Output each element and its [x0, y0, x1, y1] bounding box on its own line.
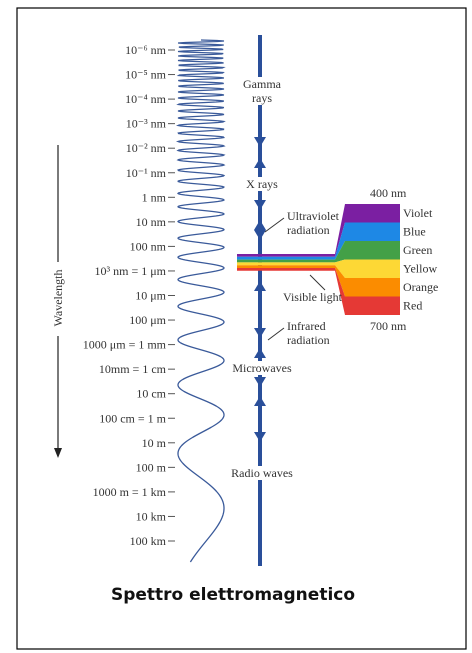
wavelength-label: 10⁻³ nm: [126, 117, 167, 131]
arrowhead: [254, 200, 266, 210]
range-start: 400 nm: [370, 186, 407, 200]
caption: Spettro elettromagnetico: [111, 585, 355, 605]
pointer: [310, 275, 325, 290]
wavelength-label: 100 nm: [130, 239, 167, 253]
wavelength-label: 100 cm = 1 m: [99, 411, 166, 425]
region-label: Microwaves: [232, 361, 292, 375]
arrowhead: [254, 230, 266, 240]
wavelength-label: 10³ nm = 1 μm: [95, 264, 167, 278]
color-label: Blue: [403, 225, 426, 239]
axis-label-text: Wavelength: [51, 269, 65, 326]
region-label: Gamma: [243, 77, 282, 91]
color-label: Yellow: [403, 262, 437, 276]
wavelength-label: 10 cm: [136, 387, 166, 401]
arrowhead: [254, 328, 266, 338]
region-label: radiation: [287, 223, 330, 237]
wavelength-label: 10mm = 1 cm: [99, 362, 167, 376]
arrowhead: [254, 281, 266, 291]
wavelength-label: 10 μm: [135, 289, 166, 303]
arrowhead: [254, 377, 266, 387]
arrowhead: [254, 348, 266, 358]
arrowhead: [254, 158, 266, 168]
arrowhead: [254, 432, 266, 442]
region-label: Infrared: [287, 319, 326, 333]
wave: [178, 40, 224, 562]
range-end: 700 nm: [370, 319, 407, 333]
color-label: Violet: [403, 206, 433, 220]
wavelength-label: 10⁻² nm: [126, 141, 167, 155]
color-label: Red: [403, 299, 422, 313]
wavelength-label: 100 m: [136, 460, 167, 474]
arrowhead: [254, 220, 266, 230]
arrowhead: [254, 396, 266, 406]
wavelength-label: 10⁻⁶ nm: [125, 43, 167, 57]
region-label: Visible light: [283, 290, 343, 304]
pointer: [265, 218, 284, 232]
diagram: Wavelength Spettro elettromagnetico 10⁻⁶…: [0, 0, 472, 653]
region-label: Radio waves: [231, 466, 293, 480]
arrowhead: [254, 137, 266, 147]
wavelength-label: 100 km: [130, 534, 167, 548]
wavelength-label: 1000 μm = 1 mm: [83, 338, 167, 352]
wavelength-label: 10⁻⁴ nm: [125, 92, 167, 106]
wavelength-label: 10⁻¹ nm: [126, 166, 167, 180]
wavelength-label: 100 μm: [129, 313, 166, 327]
pointer: [268, 328, 284, 340]
wavelength-label: 1000 m = 1 km: [93, 485, 167, 499]
region-label: rays: [252, 91, 272, 105]
axis-arrowhead: [54, 448, 62, 458]
color-label: Orange: [403, 280, 438, 294]
color-label: Green: [403, 243, 432, 257]
region-label: radiation: [287, 333, 330, 347]
region-label: X rays: [246, 177, 278, 191]
wavelength-label: 10 m: [142, 436, 167, 450]
wavelength-label: 10⁻⁵ nm: [125, 68, 167, 82]
region-label: Ultraviolet: [287, 209, 340, 223]
wavelength-label: 1 nm: [142, 190, 167, 204]
wavelength-label: 10 km: [136, 509, 167, 523]
wavelength-label: 10 nm: [136, 215, 167, 229]
